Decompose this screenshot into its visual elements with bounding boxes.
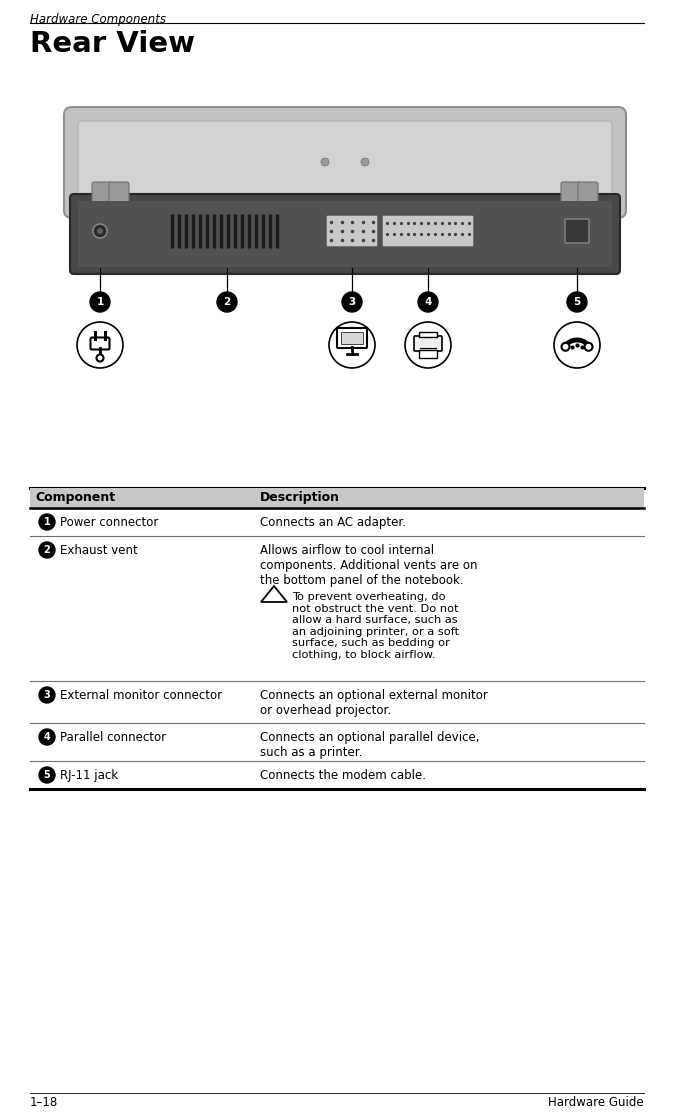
Circle shape xyxy=(561,343,570,351)
Circle shape xyxy=(97,228,103,234)
FancyBboxPatch shape xyxy=(337,328,367,348)
Circle shape xyxy=(217,292,237,312)
Text: 5: 5 xyxy=(574,297,580,307)
FancyBboxPatch shape xyxy=(64,107,626,218)
Text: 1: 1 xyxy=(44,518,51,526)
Polygon shape xyxy=(261,587,287,602)
Text: Connects an AC adapter.: Connects an AC adapter. xyxy=(260,516,406,529)
Text: Description: Description xyxy=(260,492,340,504)
FancyBboxPatch shape xyxy=(78,121,612,204)
Circle shape xyxy=(39,542,55,558)
Text: 4: 4 xyxy=(44,732,51,742)
Circle shape xyxy=(342,292,362,312)
FancyBboxPatch shape xyxy=(561,183,581,204)
FancyBboxPatch shape xyxy=(109,183,129,204)
FancyBboxPatch shape xyxy=(78,201,612,267)
FancyBboxPatch shape xyxy=(414,336,442,351)
Circle shape xyxy=(77,322,123,368)
Text: 3: 3 xyxy=(348,297,356,307)
Text: Parallel connector: Parallel connector xyxy=(60,731,166,743)
Circle shape xyxy=(39,687,55,703)
Circle shape xyxy=(567,292,587,312)
Circle shape xyxy=(361,158,369,166)
Text: Allows airflow to cool internal
components. Additional vents are on
the bottom p: Allows airflow to cool internal componen… xyxy=(260,544,477,587)
Circle shape xyxy=(96,355,104,362)
Circle shape xyxy=(39,729,55,745)
Text: 5: 5 xyxy=(44,770,51,780)
Bar xyxy=(419,332,437,337)
Text: 2: 2 xyxy=(44,545,51,555)
FancyBboxPatch shape xyxy=(578,183,598,204)
Bar xyxy=(419,349,437,358)
Text: Connects an optional external monitor
or overhead projector.: Connects an optional external monitor or… xyxy=(260,689,488,717)
Text: 3: 3 xyxy=(44,690,51,700)
Circle shape xyxy=(405,322,451,368)
Circle shape xyxy=(418,292,438,312)
Text: To prevent overheating, do
not obstruct the vent. Do not
allow a hard surface, s: To prevent overheating, do not obstruct … xyxy=(292,592,459,660)
Circle shape xyxy=(90,292,110,312)
Circle shape xyxy=(93,224,107,238)
Text: 1–18: 1–18 xyxy=(30,1096,58,1109)
Text: 4: 4 xyxy=(425,297,431,307)
Text: Hardware Components: Hardware Components xyxy=(30,13,166,26)
FancyBboxPatch shape xyxy=(382,215,474,247)
FancyBboxPatch shape xyxy=(565,219,589,243)
Text: 2: 2 xyxy=(223,297,231,307)
Circle shape xyxy=(329,322,375,368)
Circle shape xyxy=(39,514,55,530)
Text: Rear View: Rear View xyxy=(30,30,195,58)
FancyBboxPatch shape xyxy=(326,215,378,247)
Circle shape xyxy=(554,322,600,368)
Text: External monitor connector: External monitor connector xyxy=(60,689,222,702)
Bar xyxy=(341,332,363,344)
Text: Connects the modem cable.: Connects the modem cable. xyxy=(260,769,426,782)
Text: Power connector: Power connector xyxy=(60,516,158,529)
Text: Exhaust vent: Exhaust vent xyxy=(60,544,137,556)
Circle shape xyxy=(584,343,592,351)
Text: RJ-11 jack: RJ-11 jack xyxy=(60,769,118,782)
FancyBboxPatch shape xyxy=(90,337,109,349)
Text: Hardware Guide: Hardware Guide xyxy=(549,1096,644,1109)
Text: Component: Component xyxy=(35,492,115,504)
FancyBboxPatch shape xyxy=(70,194,620,274)
Text: 1: 1 xyxy=(96,297,104,307)
Text: Connects an optional parallel device,
such as a printer.: Connects an optional parallel device, su… xyxy=(260,731,479,759)
Bar xyxy=(30,487,644,508)
Circle shape xyxy=(39,767,55,784)
Circle shape xyxy=(321,158,329,166)
FancyBboxPatch shape xyxy=(92,183,112,204)
